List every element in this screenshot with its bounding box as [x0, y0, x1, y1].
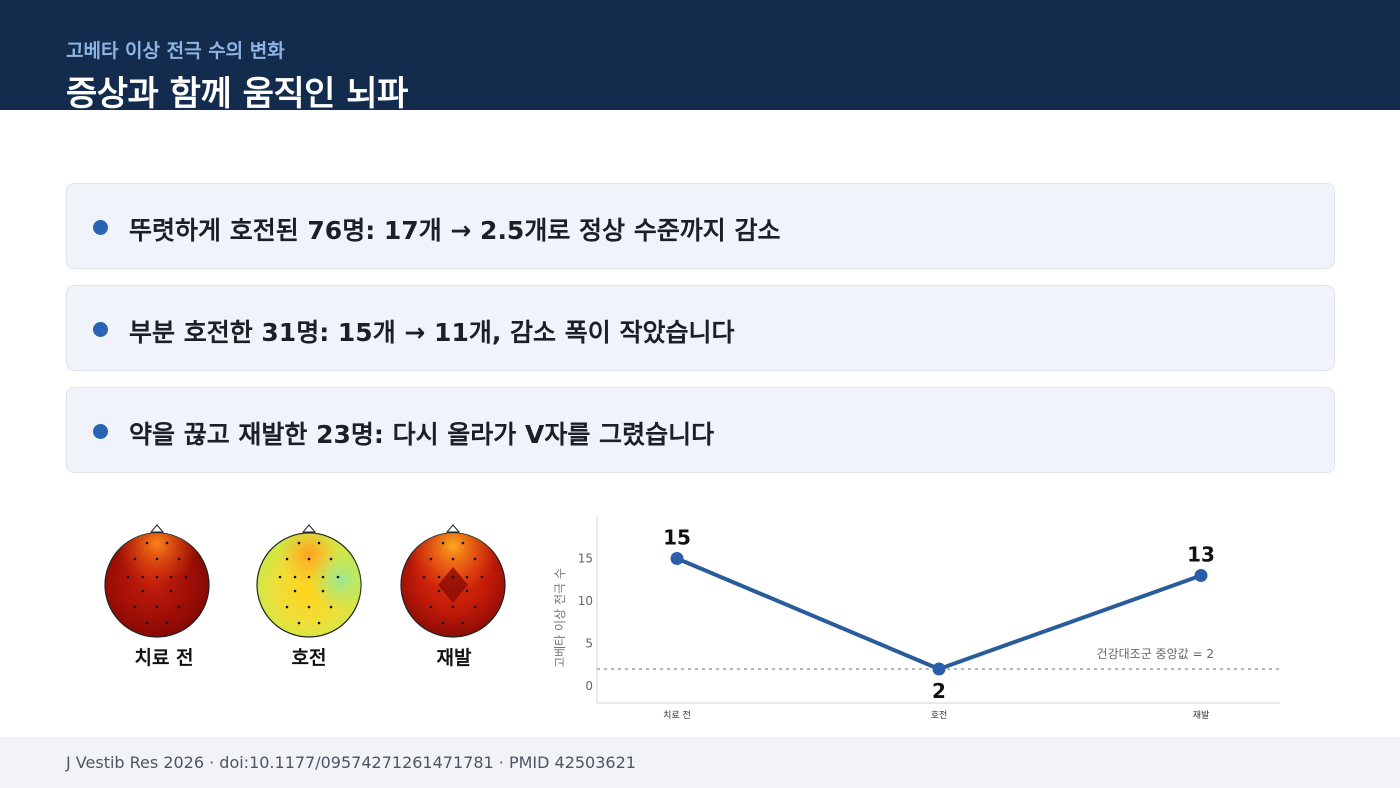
eeg-topomaps: [104, 524, 506, 638]
topomap-pre-treatment: [104, 524, 210, 638]
topomap-label-relapse: 재발: [436, 647, 472, 669]
topomap-label-pre: 치료 전: [134, 647, 194, 669]
bullet-dot-icon: [93, 220, 108, 235]
finding-card-1: 뚜렷하게 호전된 76명: 17개 → 2.5개로 정상 수준까지 감소: [66, 183, 1335, 269]
x-tick-label-2: 재발: [1193, 710, 1210, 721]
slide-title: 증상과 함께 움직인 뇌파: [66, 74, 408, 114]
data-point-0: [670, 552, 684, 565]
x-tick-label-1: 호전: [931, 710, 948, 721]
finding-card-2: 부분 호전한 31명: 15개 → 11개, 감소 폭이 작았습니다: [66, 285, 1335, 371]
finding-text-3: 약을 끊고 재발한 23명: 다시 올라가 V자를 그렸습니다: [129, 420, 715, 449]
slide-subtitle: 고베타 이상 전극 수의 변화: [66, 40, 285, 62]
bullet-dot-icon: [93, 322, 108, 337]
topomap-improved: [256, 524, 362, 638]
data-label-0: 15: [663, 526, 691, 550]
x-tick-label-0: 치료 전: [663, 709, 691, 721]
reference-line-label: 건강대조군 중앙값 = 2: [1097, 647, 1214, 661]
y-tick-label-1: 5: [585, 637, 593, 651]
data-point-1: [932, 662, 946, 676]
data-label-1: 2: [932, 679, 946, 703]
finding-card-3: 약을 끊고 재발한 23명: 다시 올라가 V자를 그렸습니다: [66, 387, 1335, 473]
y-tick-label-3: 15: [578, 552, 593, 566]
electrode-count-line-chart: 고베타 이상 전극 수 0 5 10 15 건강대조군 중앙값 = 2 15 치료 전 2 호전…: [553, 516, 1280, 721]
citation-text: J Vestib Res 2026 · doi:10.1177/09574271…: [66, 753, 636, 772]
bullet-dot-icon: [93, 424, 108, 439]
data-label-2: 13: [1187, 543, 1215, 567]
data-point-2: [1194, 569, 1208, 582]
topomap-relapse: [400, 524, 506, 638]
y-tick-label-2: 10: [578, 594, 593, 608]
footer-bar: J Vestib Res 2026 · doi:10.1177/09574271…: [0, 737, 1400, 788]
topomap-label-improved: 호전: [291, 647, 327, 669]
header-banner: 고베타 이상 전극 수의 변화 증상과 함께 움직인 뇌파: [0, 0, 1400, 114]
finding-text-1: 뚜렷하게 호전된 76명: 17개 → 2.5개로 정상 수준까지 감소: [129, 216, 781, 245]
y-tick-label-0: 0: [585, 679, 593, 693]
y-axis-label: 고베타 이상 전극 수: [553, 568, 567, 668]
finding-text-2: 부분 호전한 31명: 15개 → 11개, 감소 폭이 작았습니다: [129, 318, 735, 347]
